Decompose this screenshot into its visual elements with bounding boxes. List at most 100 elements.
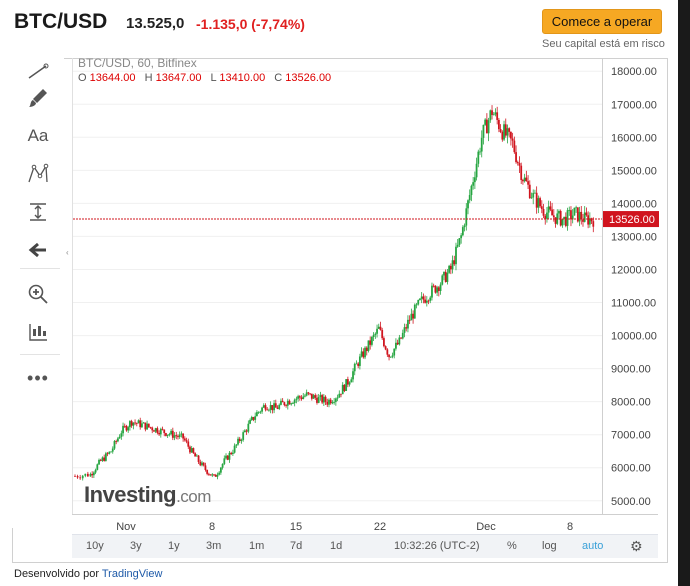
candle-body (425, 300, 428, 303)
candle-body (153, 430, 155, 432)
candle-body (571, 215, 574, 220)
candle-body (316, 397, 318, 403)
candle-body (268, 409, 270, 411)
text-icon[interactable]: Aa (27, 126, 49, 145)
candle-body (254, 416, 257, 420)
candle-body (333, 401, 336, 403)
time-tick-label: 22 (374, 521, 386, 533)
tradingview-link[interactable]: TradingView (101, 568, 163, 580)
price-tick-label: 7000.00 (611, 430, 651, 442)
candle-body (590, 218, 593, 222)
candle-body (424, 299, 426, 303)
price-tick-label: 16000.00 (611, 132, 657, 144)
toolbar-collapse-icon[interactable]: ‹ (66, 248, 69, 257)
candle-body (118, 436, 121, 439)
candle-body (98, 459, 100, 465)
auto-scale-toggle[interactable]: auto (582, 540, 604, 552)
percent-scale-toggle[interactable]: % (507, 540, 517, 552)
candle-body (147, 423, 150, 428)
candle-body (401, 332, 404, 339)
back-arrow-icon[interactable] (24, 236, 52, 264)
candle-body (364, 347, 366, 358)
range-10y-button[interactable]: 10y (86, 540, 104, 552)
candle-body (461, 227, 464, 236)
candle-body (470, 185, 473, 196)
candle-body (125, 426, 128, 431)
candle-body (583, 212, 586, 222)
candle-body (273, 403, 275, 411)
range-1d-button[interactable]: 1d (330, 540, 343, 552)
candle-body (204, 465, 207, 470)
drawing-toolbar: Aa ••• (12, 58, 64, 528)
candle-body (252, 417, 255, 420)
chart-legend-title: BTC/USD, 60, Bitfinex (78, 56, 197, 70)
candle-body (317, 397, 320, 403)
candle-body (444, 271, 447, 282)
zoom-in-icon[interactable] (24, 280, 52, 308)
candle-body (285, 405, 287, 406)
investing-logo: Investing.com (84, 482, 211, 508)
candle-body (146, 423, 148, 430)
pattern-icon[interactable] (24, 160, 52, 188)
brush-icon[interactable] (24, 84, 52, 112)
log-scale-toggle[interactable]: log (542, 540, 557, 552)
time-tick-label: 8 (209, 521, 215, 533)
time-tick-label: 15 (290, 521, 302, 533)
range-3y-button[interactable]: 3y (130, 540, 142, 552)
candle-body (194, 453, 197, 457)
high-value: 13647.00 (155, 72, 202, 84)
candle-body (400, 337, 402, 339)
candle-body (94, 469, 97, 473)
candle-body (346, 379, 349, 385)
candle-body (322, 396, 325, 403)
price-axis[interactable]: 18000.00 17000.00 16000.00 15000.00 14000.00… (602, 58, 659, 514)
more-icon[interactable]: ••• (27, 367, 49, 388)
candle-body (187, 441, 190, 447)
candle-body (542, 208, 545, 216)
candle-body (264, 405, 267, 410)
toolbar-divider (20, 268, 60, 269)
candle-body (245, 430, 248, 432)
candle-body (535, 192, 538, 208)
range-1m-button[interactable]: 1m (249, 540, 265, 552)
candle-body (407, 319, 409, 329)
candle-body (492, 114, 495, 116)
candle-body (151, 427, 154, 431)
range-7d-button[interactable]: 7d (290, 540, 303, 552)
candle-body (362, 351, 365, 358)
candle-body (413, 304, 416, 319)
candle-body (439, 284, 442, 291)
candle-body (226, 455, 229, 460)
candle-body (113, 441, 116, 449)
time-axis[interactable]: Nov 8 15 22 Dec 8 (72, 514, 658, 534)
candle-body (225, 455, 227, 459)
range-3m-button[interactable]: 3m (206, 540, 222, 552)
candle-body (280, 400, 282, 405)
candle-body (341, 384, 344, 395)
candle-body (141, 423, 143, 428)
candle-body (352, 371, 354, 380)
candle-body (79, 477, 82, 479)
candle-body (307, 392, 310, 394)
candle-settings-icon[interactable] (24, 318, 52, 346)
candle-body (89, 473, 92, 477)
candle-body (412, 313, 414, 319)
candle-body (513, 140, 516, 153)
candle-body (431, 285, 433, 298)
candle-body (166, 434, 169, 436)
range-1y-button[interactable]: 1y (168, 540, 180, 552)
candle-body (491, 110, 493, 115)
trendline-icon[interactable] (24, 58, 52, 86)
clock-timezone[interactable]: 10:32:26 (UTC-2) (394, 540, 480, 552)
candle-body (467, 200, 469, 209)
measure-icon[interactable] (24, 198, 52, 226)
candle-body (302, 396, 305, 400)
candle-body (213, 474, 215, 476)
candle-body (101, 457, 104, 461)
gear-icon[interactable]: ⚙ (630, 538, 643, 554)
chart-pane[interactable] (72, 58, 602, 514)
start-trading-button[interactable]: Comece a operar (542, 9, 662, 34)
candle-body (189, 446, 191, 453)
candle-body (237, 438, 239, 445)
candle-body (305, 392, 308, 396)
